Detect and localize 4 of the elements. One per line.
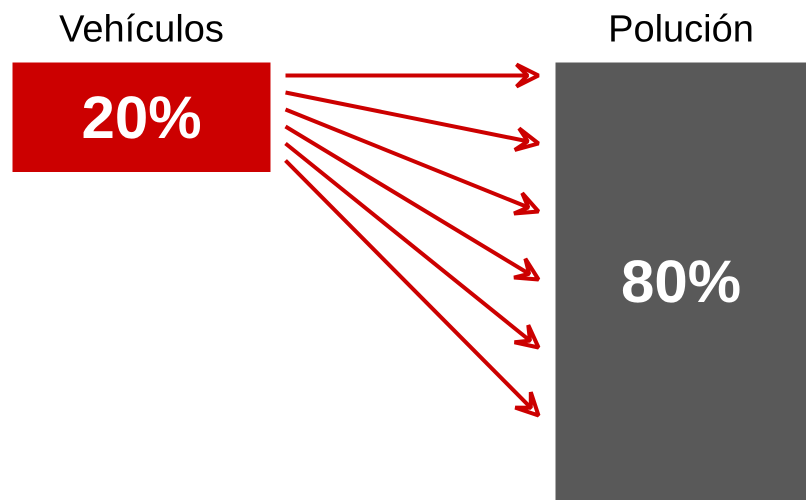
data-label: 80%: [620, 248, 742, 315]
category-label: Polución: [608, 8, 754, 50]
data-label: 20%: [81, 84, 202, 151]
category-label: Vehículos: [59, 8, 224, 50]
